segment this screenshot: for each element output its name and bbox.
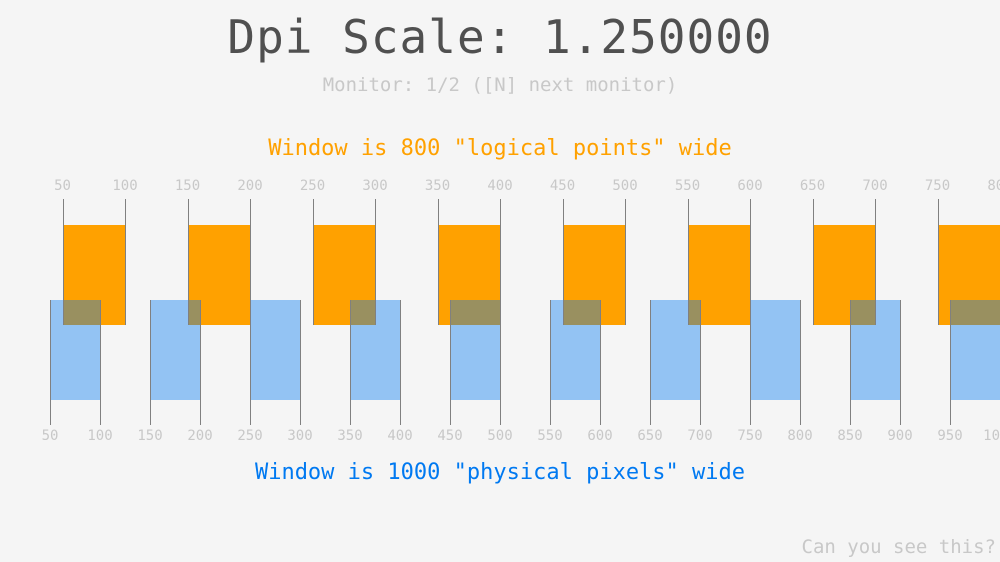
physical-tick-line [950,300,951,425]
physical-rect [250,300,300,400]
physical-tick-line [400,300,401,425]
physical-tick-label: 700 [687,428,713,444]
physical-tick-label: 650 [637,428,663,444]
logical-rect [562,225,625,325]
logical-tick-label: 250 [299,178,326,194]
physical-rect [150,300,200,400]
logical-tick-line [375,199,376,325]
logical-rect [687,225,750,325]
logical-tick-label: 350 [424,178,451,194]
logical-rect [187,225,250,325]
physical-tick-line [700,300,701,425]
logical-tick-label: 150 [174,178,201,194]
physical-tick-label: 250 [237,428,263,444]
logical-tick-label: 450 [549,178,576,194]
physical-rect [50,300,100,400]
physical-tick-line [550,300,551,425]
logical-rect [437,225,500,325]
logical-tick-line [312,199,314,325]
physical-tick-line [50,300,51,425]
physical-tick-label: 400 [387,428,413,444]
logical-tick-label: 550 [674,178,701,194]
logical-tick-label: 650 [799,178,826,194]
corner-text: Can you see this? [801,536,996,558]
physical-width-label: Window is 1000 "physical pixels" wide [254,460,746,485]
physical-tick-label: 500 [487,428,513,444]
logical-rect [312,225,375,325]
logical-tick-label: 700 [862,178,888,194]
logical-rect [62,225,125,325]
page-title: Dpi Scale: 1.250000 [227,10,773,64]
logical-tick-line [62,199,64,325]
logical-tick-line [687,199,689,325]
physical-tick-label: 350 [337,428,363,444]
physical-rect [550,300,600,400]
physical-rect [750,300,800,400]
logical-tick-label: 300 [362,178,388,194]
logical-rect [937,225,1000,325]
physical-tick-line [750,300,751,425]
logical-tick-label: 400 [487,178,513,194]
physical-rect [950,300,1000,400]
logical-tick-label: 800 [987,178,1000,194]
physical-tick-line [650,300,651,425]
logical-tick-line [562,199,564,325]
logical-tick-line [625,199,626,325]
physical-tick-label: 600 [587,428,613,444]
logical-tick-line [187,199,189,325]
physical-tick-label: 750 [737,428,763,444]
physical-tick-label: 100 [87,428,113,444]
logical-tick-label: 600 [737,178,763,194]
physical-tick-line [100,300,101,425]
physical-tick-label: 950 [937,428,963,444]
physical-tick-line [450,300,451,425]
monitor-info: Monitor: 1/2 ([N] next monitor) [322,74,678,96]
physical-tick-line [500,300,501,425]
physical-tick-line [800,300,801,425]
logical-width-label: Window is 800 "logical points" wide [268,136,732,161]
physical-rect [450,300,500,400]
physical-tick-label: 50 [41,428,59,444]
physical-tick-line [200,300,201,425]
logical-tick-label: 50 [54,178,71,194]
physical-tick-line [600,300,601,425]
logical-tick-line [875,199,876,325]
physical-tick-label: 1000 [983,428,1000,444]
physical-rect [650,300,700,400]
logical-tick-line [812,199,814,325]
physical-tick-line [300,300,301,425]
logical-tick-line [125,199,126,325]
logical-tick-label: 100 [112,178,138,194]
physical-tick-label: 550 [537,428,563,444]
logical-tick-line [250,199,251,325]
physical-tick-label: 900 [887,428,913,444]
physical-tick-label: 200 [187,428,213,444]
logical-tick-label: 500 [612,178,638,194]
physical-tick-label: 150 [137,428,163,444]
physical-tick-line [900,300,901,425]
physical-tick-label: 300 [287,428,313,444]
physical-tick-line [350,300,351,425]
physical-tick-label: 800 [787,428,813,444]
physical-tick-label: 450 [437,428,463,444]
physical-tick-line [250,300,251,425]
logical-tick-label: 750 [924,178,951,194]
logical-tick-line [437,199,439,325]
physical-tick-line [150,300,151,425]
physical-tick-label: 850 [837,428,863,444]
logical-tick-line [750,199,751,325]
logical-rect [812,225,875,325]
logical-tick-line [500,199,501,325]
physical-tick-line [850,300,851,425]
logical-tick-line [937,199,939,325]
logical-tick-label: 200 [237,178,263,194]
